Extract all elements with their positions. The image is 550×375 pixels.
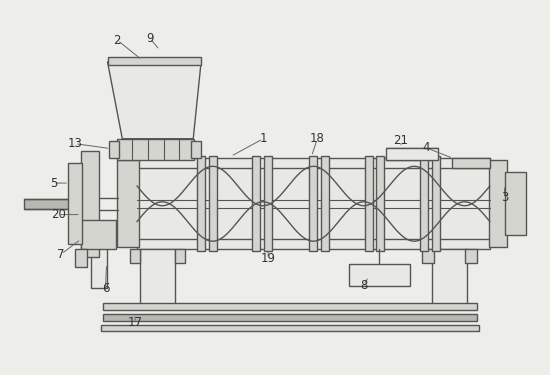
Text: 20: 20 [51, 208, 65, 221]
Bar [465, 249, 477, 263]
Bar [140, 249, 175, 306]
Text: 13: 13 [68, 137, 82, 150]
Bar [91, 247, 107, 288]
Text: 1: 1 [260, 132, 267, 145]
Bar [24, 199, 81, 208]
Bar [137, 158, 490, 249]
Text: 9: 9 [146, 32, 153, 45]
Bar [376, 156, 384, 251]
Bar [175, 249, 185, 263]
Bar [209, 156, 217, 251]
Bar [252, 156, 260, 251]
Text: 6: 6 [102, 282, 109, 295]
Text: 7: 7 [57, 248, 65, 261]
Bar [75, 249, 87, 267]
Bar [310, 156, 317, 251]
Text: 17: 17 [128, 316, 142, 330]
Bar [117, 160, 139, 247]
Bar [420, 156, 428, 251]
Bar [264, 156, 272, 251]
Bar [101, 325, 479, 331]
Bar [191, 141, 201, 158]
Bar [81, 150, 98, 257]
Text: 21: 21 [394, 134, 409, 147]
Bar [117, 139, 194, 160]
Text: 5: 5 [50, 177, 57, 190]
Bar [103, 314, 477, 321]
Polygon shape [107, 62, 201, 139]
Bar [103, 303, 477, 310]
Bar [81, 219, 117, 249]
Text: 19: 19 [261, 252, 276, 266]
Bar [432, 156, 439, 251]
Bar [349, 264, 410, 285]
Bar [489, 160, 507, 247]
Bar [107, 57, 201, 65]
Text: 18: 18 [310, 132, 325, 145]
Bar [452, 158, 490, 168]
Text: 2: 2 [114, 34, 121, 47]
Bar [365, 156, 372, 251]
Bar [109, 141, 119, 158]
Bar [422, 249, 433, 263]
Text: 8: 8 [360, 279, 367, 292]
Text: 3: 3 [501, 191, 508, 204]
Text: 4: 4 [422, 141, 430, 154]
Bar [504, 172, 526, 235]
Bar [197, 156, 205, 251]
Bar [432, 249, 467, 306]
Bar [321, 156, 329, 251]
Bar [130, 249, 140, 263]
Bar [386, 148, 438, 160]
Bar [68, 164, 82, 244]
